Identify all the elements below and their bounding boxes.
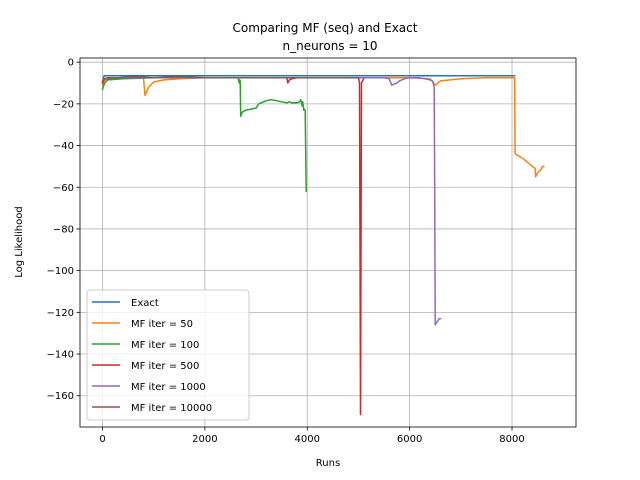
y-tick-label: −60 [53,183,74,194]
y-axis-label: Log Likelihood [14,206,25,277]
x-tick-label: 0 [99,434,105,445]
ticks: 0 2000 4000 6000 8000 0 −20 −40 −60 −80 −100 −120 −1… [47,58,525,445]
legend-label-2: MF iter = 50 [131,319,193,330]
series-line-6 [101,76,360,82]
legend-label-6: MF iter = 10000 [131,403,212,414]
legend-label-5: MF iter = 1000 [131,382,206,393]
legend-frame [86,289,250,421]
y-tick-label: −100 [47,266,74,277]
x-axis-label: Runs [316,458,340,469]
chart-subtitle: n_neurons = 10 [282,39,377,53]
y-tick-label: −140 [47,350,74,361]
x-tick-label: 2000 [192,434,217,445]
chart-title: Comparing MF (seq) and Exact [233,21,418,35]
legend: Exact MF iter = 50 MF iter = 100 MF iter = … [86,289,250,421]
legend-label-4: MF iter = 500 [131,361,199,372]
y-tick-label: −40 [53,141,74,152]
legend-label-1: Exact [131,298,159,309]
legend-label-3: MF iter = 100 [131,340,199,351]
x-tick-label: 8000 [499,434,524,445]
x-tick-label: 4000 [295,434,320,445]
y-tick-label: −20 [53,99,74,110]
x-tick-label: 6000 [397,434,422,445]
y-tick-label: −120 [47,308,74,319]
y-tick-label: 0 [68,58,74,69]
y-tick-label: −80 [53,224,74,235]
series-layer [101,74,545,416]
grid [80,58,576,427]
plot-frame [79,57,577,428]
y-tick-label: −160 [47,391,74,402]
